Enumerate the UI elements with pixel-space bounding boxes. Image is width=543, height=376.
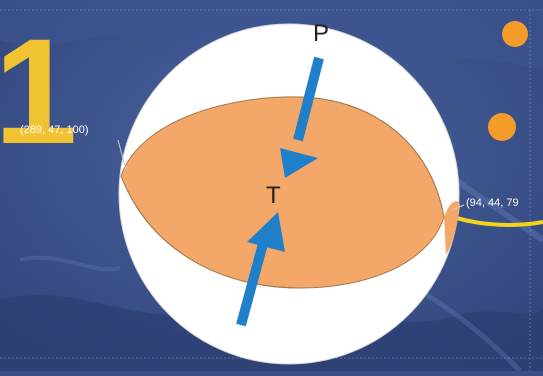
figure-number: 1	[0, 7, 78, 175]
plane-2-leader	[451, 204, 465, 211]
t-axis-arrow-icon	[236, 212, 285, 327]
t-axis-label: T	[266, 182, 281, 209]
plane-1-leader	[117, 139, 127, 171]
epicenter-marker-icon	[488, 113, 516, 141]
nodal-plane-1-label: (289, 47, 100)	[20, 124, 89, 136]
nodal-plane-2	[299, 96, 445, 218]
epicenter-marker-icon	[502, 21, 528, 47]
p-axis-label: P	[313, 20, 330, 47]
nodal-plane-1	[120, 175, 301, 289]
nodal-plane-2-label: (94, 44, 79	[466, 197, 519, 209]
compressional-quadrant-edge	[444, 201, 460, 255]
p-axis-arrow-icon	[280, 56, 324, 178]
